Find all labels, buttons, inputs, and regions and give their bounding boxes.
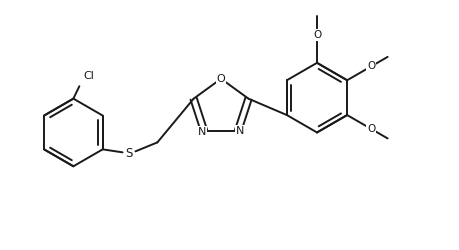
Text: O: O [312,30,320,40]
Text: O: O [216,74,225,84]
Text: S: S [124,147,132,160]
Text: O: O [366,61,375,71]
Text: N: N [197,127,205,137]
Text: N: N [236,126,244,136]
Text: O: O [366,124,375,134]
Text: Cl: Cl [83,71,94,81]
